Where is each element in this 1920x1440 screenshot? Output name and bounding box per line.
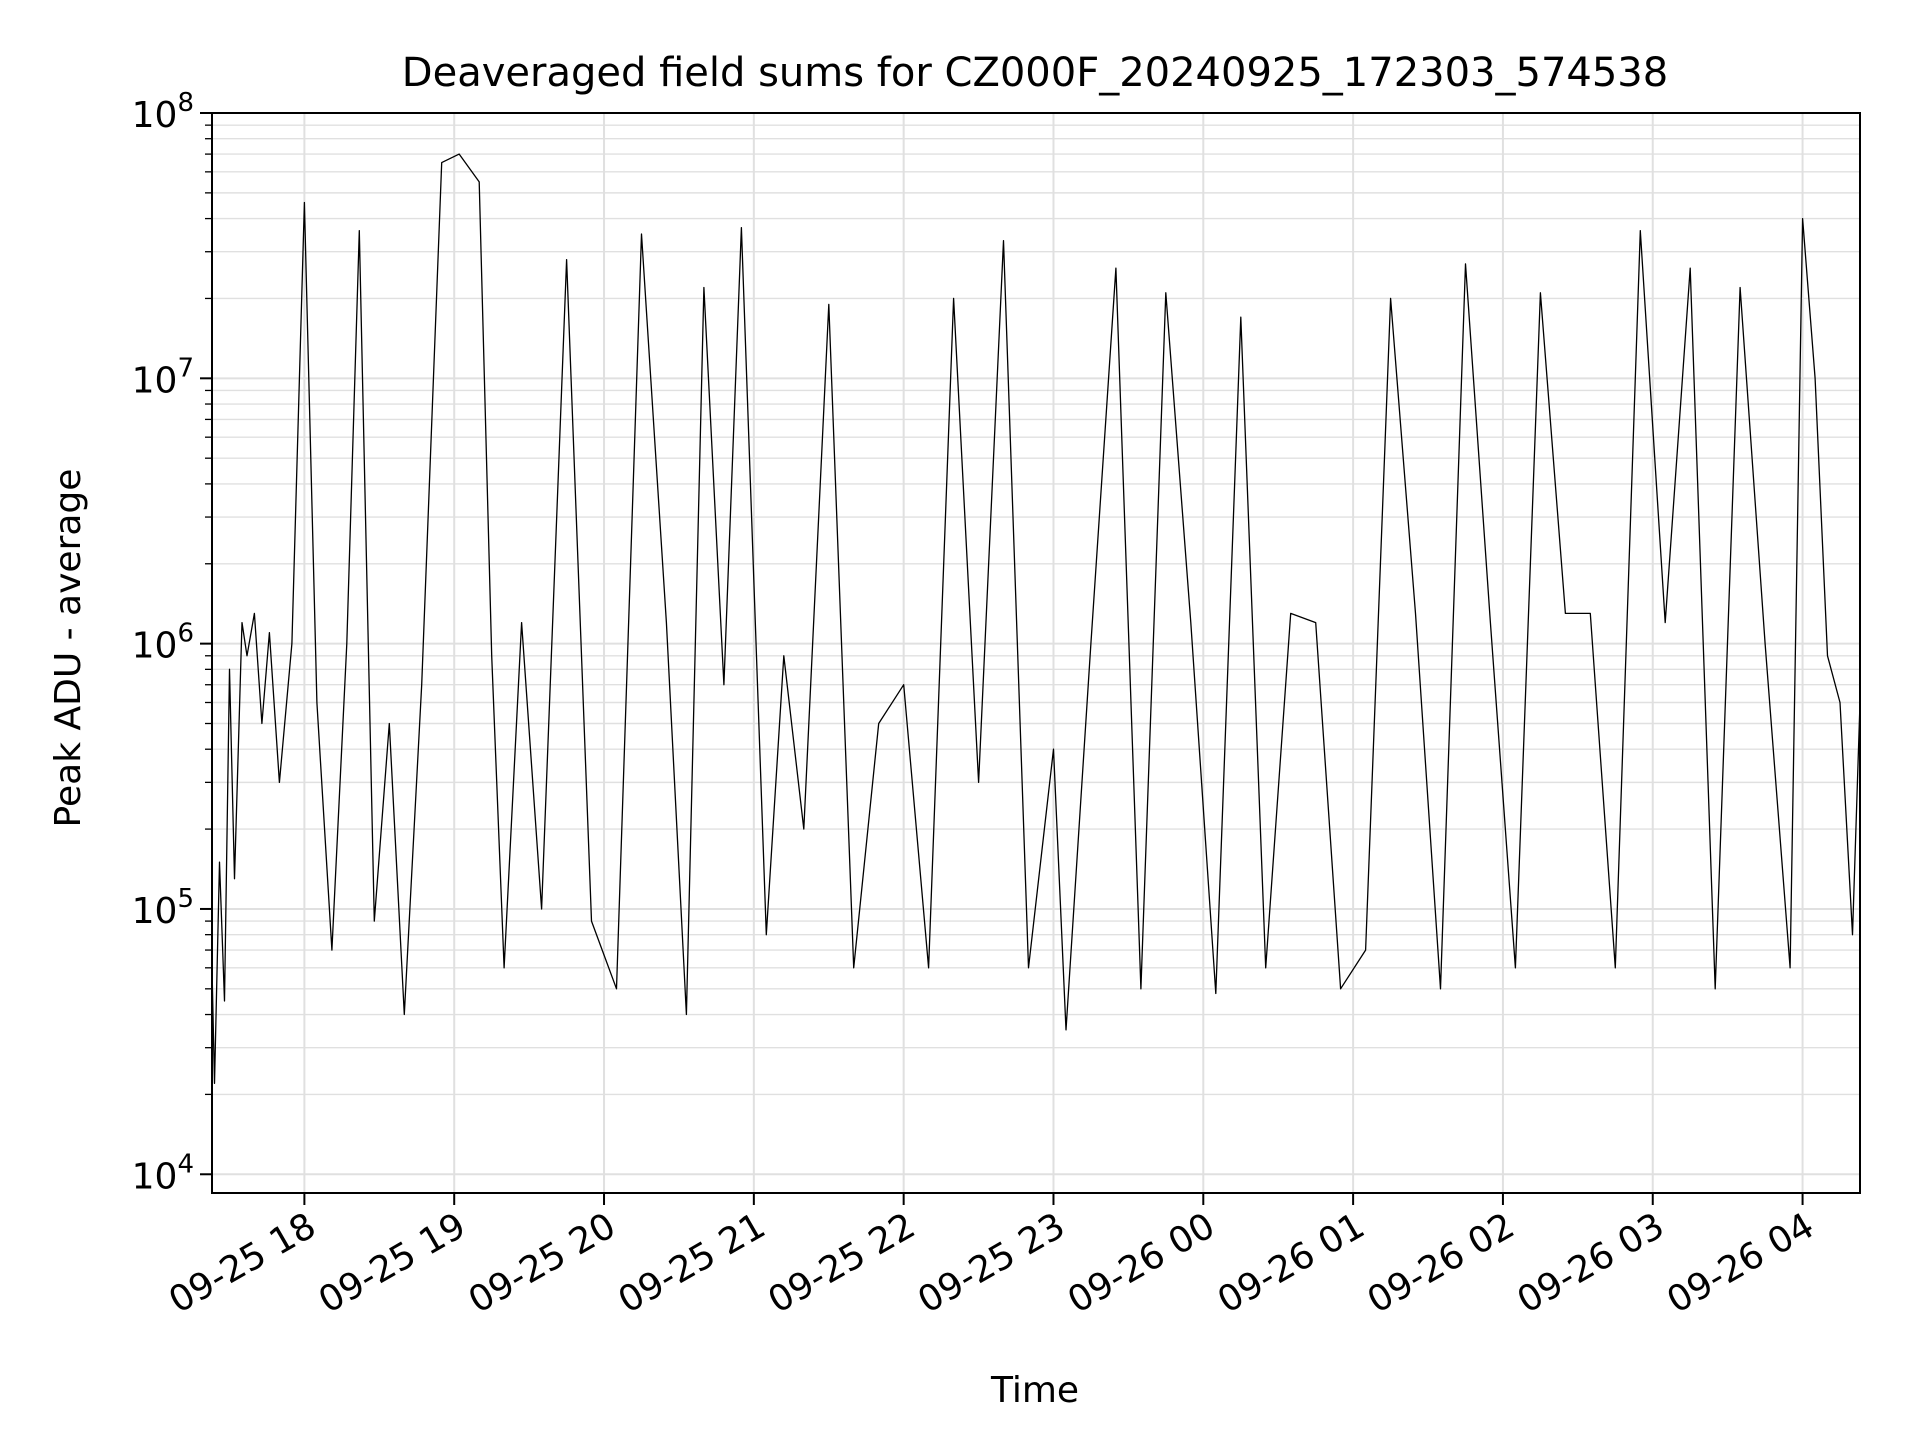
y-tick-base: 10 — [132, 360, 178, 401]
x-tick-label: 09-26 04 — [1660, 1205, 1821, 1321]
x-tick-label: 09-25 18 — [162, 1205, 323, 1321]
chart-title: Deaveraged field sums for CZ000F_2024092… — [402, 50, 1668, 96]
grid — [212, 112, 1860, 1193]
x-tick-label: 09-26 00 — [1061, 1205, 1222, 1321]
x-axis-label: Time — [990, 1370, 1079, 1411]
y-tick-label: 107 — [132, 353, 194, 401]
y-tick-label: 104 — [132, 1149, 194, 1197]
y-tick-base: 10 — [132, 95, 178, 136]
y-tick-exponent: 6 — [177, 619, 194, 649]
y-tick-label: 106 — [132, 619, 194, 667]
y-tick-base: 10 — [132, 1156, 178, 1197]
x-tick-label: 09-25 20 — [462, 1205, 623, 1321]
y-tick-exponent: 8 — [177, 88, 194, 118]
y-tick-base: 10 — [132, 891, 178, 932]
x-tick-label: 09-26 03 — [1511, 1205, 1672, 1321]
x-tick-label: 09-26 01 — [1211, 1205, 1372, 1321]
y-tick-label: 105 — [132, 884, 194, 932]
y-axis-label: Peak ADU - average — [48, 469, 89, 828]
y-tick-exponent: 7 — [177, 353, 194, 383]
y-tick-base: 10 — [132, 626, 178, 667]
y-tick-exponent: 4 — [177, 1149, 194, 1179]
y-tick-label: 108 — [132, 88, 194, 136]
plot-frame — [211, 112, 1861, 1194]
x-tick-label: 09-25 19 — [312, 1205, 473, 1321]
y-tick-exponent: 5 — [177, 884, 194, 914]
x-tick-label: 09-25 23 — [911, 1205, 1072, 1321]
series-line-peak-adu — [211, 153, 1861, 1085]
x-tick-label: 09-25 22 — [761, 1205, 922, 1321]
x-tick-label: 09-26 02 — [1361, 1205, 1522, 1321]
x-tick-label: 09-25 21 — [612, 1205, 773, 1321]
